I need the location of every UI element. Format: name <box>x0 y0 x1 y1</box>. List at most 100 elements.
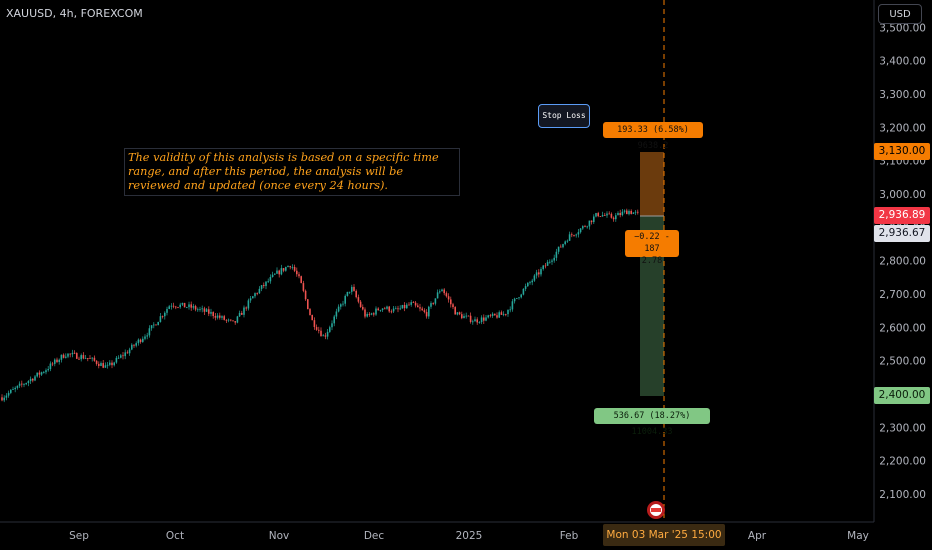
candle-body <box>364 309 366 317</box>
candle-body <box>164 312 166 317</box>
candle-body <box>214 316 217 318</box>
price-tick-label: 3,400.00 <box>879 56 926 68</box>
candle-body <box>432 303 434 304</box>
target-stats-label[interactable]: 536.67 (18.27%) 11004.33 <box>594 408 710 437</box>
candle-body <box>142 338 144 342</box>
candle-body <box>549 261 551 263</box>
candle-body <box>285 267 287 271</box>
candle-body <box>324 335 327 337</box>
currency-selector[interactable]: USD <box>878 4 922 24</box>
candle-body <box>520 294 522 298</box>
candle-body <box>419 307 421 309</box>
candle-body <box>516 297 518 299</box>
candle-body <box>476 319 478 323</box>
candle-body <box>406 304 408 309</box>
candle-body <box>210 312 212 314</box>
time-tick-label: Sep <box>69 530 89 542</box>
candle-body <box>573 235 575 236</box>
candle-body <box>606 213 608 216</box>
candle-body <box>571 234 573 236</box>
candle-body <box>249 298 252 301</box>
candle-body <box>412 302 415 303</box>
candle-body <box>208 309 210 314</box>
candle-body <box>166 308 168 313</box>
candle-body <box>221 316 223 318</box>
candle-body <box>153 324 155 326</box>
candle-body <box>186 307 188 308</box>
candle-body <box>82 355 85 359</box>
candle-body <box>410 302 412 305</box>
candle-body <box>254 293 256 297</box>
price-tick-label: 2,600.00 <box>879 322 926 334</box>
candle-body <box>49 363 52 370</box>
candle-body <box>502 313 505 315</box>
candle-body <box>487 315 489 318</box>
candle-body <box>172 305 175 307</box>
candle-body <box>197 309 199 311</box>
candle-body <box>564 241 566 245</box>
candle-body <box>454 307 456 315</box>
candle-body <box>238 312 241 317</box>
time-tick-label: Dec <box>364 530 385 542</box>
center-stats-label[interactable]: −0.22 - 187 2.78 <box>625 230 679 266</box>
candle-body <box>148 328 151 336</box>
candle-body <box>626 210 628 215</box>
candle-body <box>159 316 162 322</box>
candle-body <box>146 335 148 337</box>
candle-body <box>199 309 201 310</box>
economic-event-icon[interactable] <box>647 501 665 519</box>
candle-body <box>388 306 390 312</box>
candle-body <box>496 315 498 318</box>
candle-body <box>232 320 234 322</box>
candle-body <box>401 304 404 309</box>
candle-body <box>289 266 291 268</box>
candle-body <box>370 313 373 315</box>
candle-body <box>390 311 393 313</box>
candle-body <box>489 315 492 317</box>
candle-body <box>340 304 342 307</box>
stop-loss-zone[interactable] <box>640 152 664 216</box>
candle-body <box>595 213 597 217</box>
candle-body <box>425 311 428 317</box>
price-tick-label: 3,000.00 <box>879 189 926 201</box>
candle-body <box>29 378 32 382</box>
candle-body <box>568 234 571 241</box>
candle-body <box>117 357 120 359</box>
candle-body <box>430 303 432 307</box>
analysis-note[interactable]: The validity of this analysis is based o… <box>124 148 460 196</box>
stop-stats-label[interactable]: 193.33 (6.58%) 9638.2 <box>603 122 703 151</box>
candle-body <box>241 312 243 315</box>
candle-body <box>555 251 558 258</box>
candle-body <box>23 384 25 385</box>
candle-body <box>329 327 331 332</box>
candle-body <box>538 272 540 275</box>
candle-body <box>469 315 472 323</box>
stop-loss-callout[interactable]: Stop Loss <box>538 104 590 128</box>
candle-body <box>621 211 624 216</box>
candle-body <box>258 288 261 294</box>
candle-body <box>467 315 470 317</box>
candle-body <box>623 210 626 212</box>
candle-body <box>311 315 313 321</box>
candle-body <box>1 397 3 401</box>
candle-body <box>104 365 107 368</box>
candle-body <box>260 285 263 289</box>
candle-body <box>115 357 118 363</box>
stop-price-tag: 3,130.00 <box>874 143 930 160</box>
candle-body <box>69 353 71 355</box>
price-tick-label: 2,300.00 <box>879 422 926 434</box>
candle-body <box>421 308 423 311</box>
candle-body <box>304 290 307 300</box>
candle-body <box>236 316 239 323</box>
candle-body <box>111 362 113 366</box>
candle-body <box>597 213 599 217</box>
candle-body <box>84 357 87 359</box>
candle-body <box>67 353 69 357</box>
candle-body <box>234 321 236 323</box>
candle-body <box>335 311 338 317</box>
candle-body <box>170 305 173 307</box>
candle-body <box>16 385 19 388</box>
candle-body <box>71 352 74 355</box>
candle-body <box>553 257 555 261</box>
